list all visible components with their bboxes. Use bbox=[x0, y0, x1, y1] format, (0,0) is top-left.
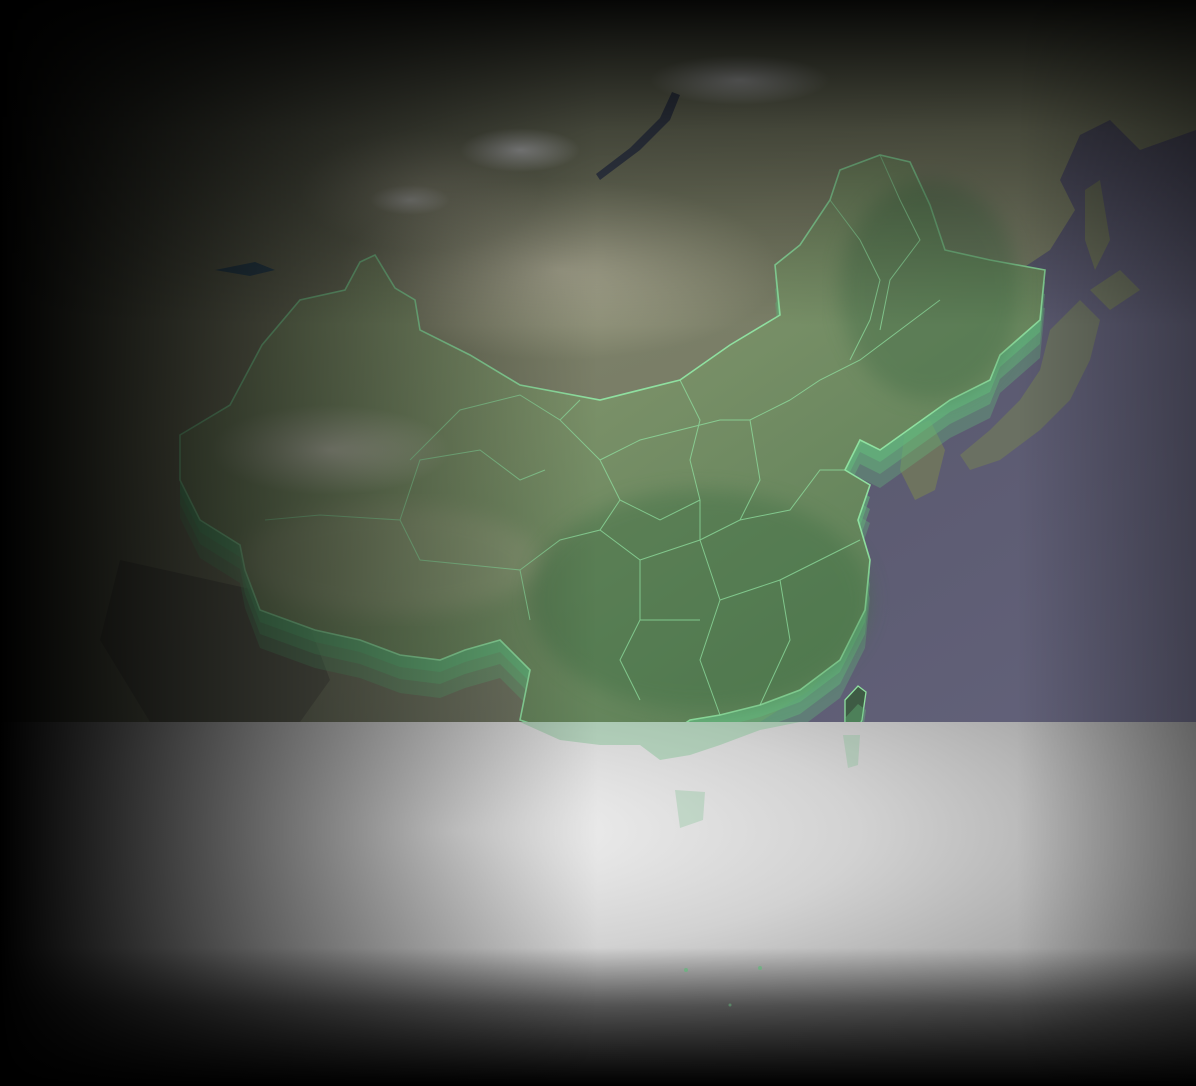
vignette-overlay bbox=[0, 0, 1196, 1086]
map-viewport[interactable] bbox=[0, 0, 1196, 1086]
map-canvas[interactable] bbox=[0, 0, 1196, 1086]
